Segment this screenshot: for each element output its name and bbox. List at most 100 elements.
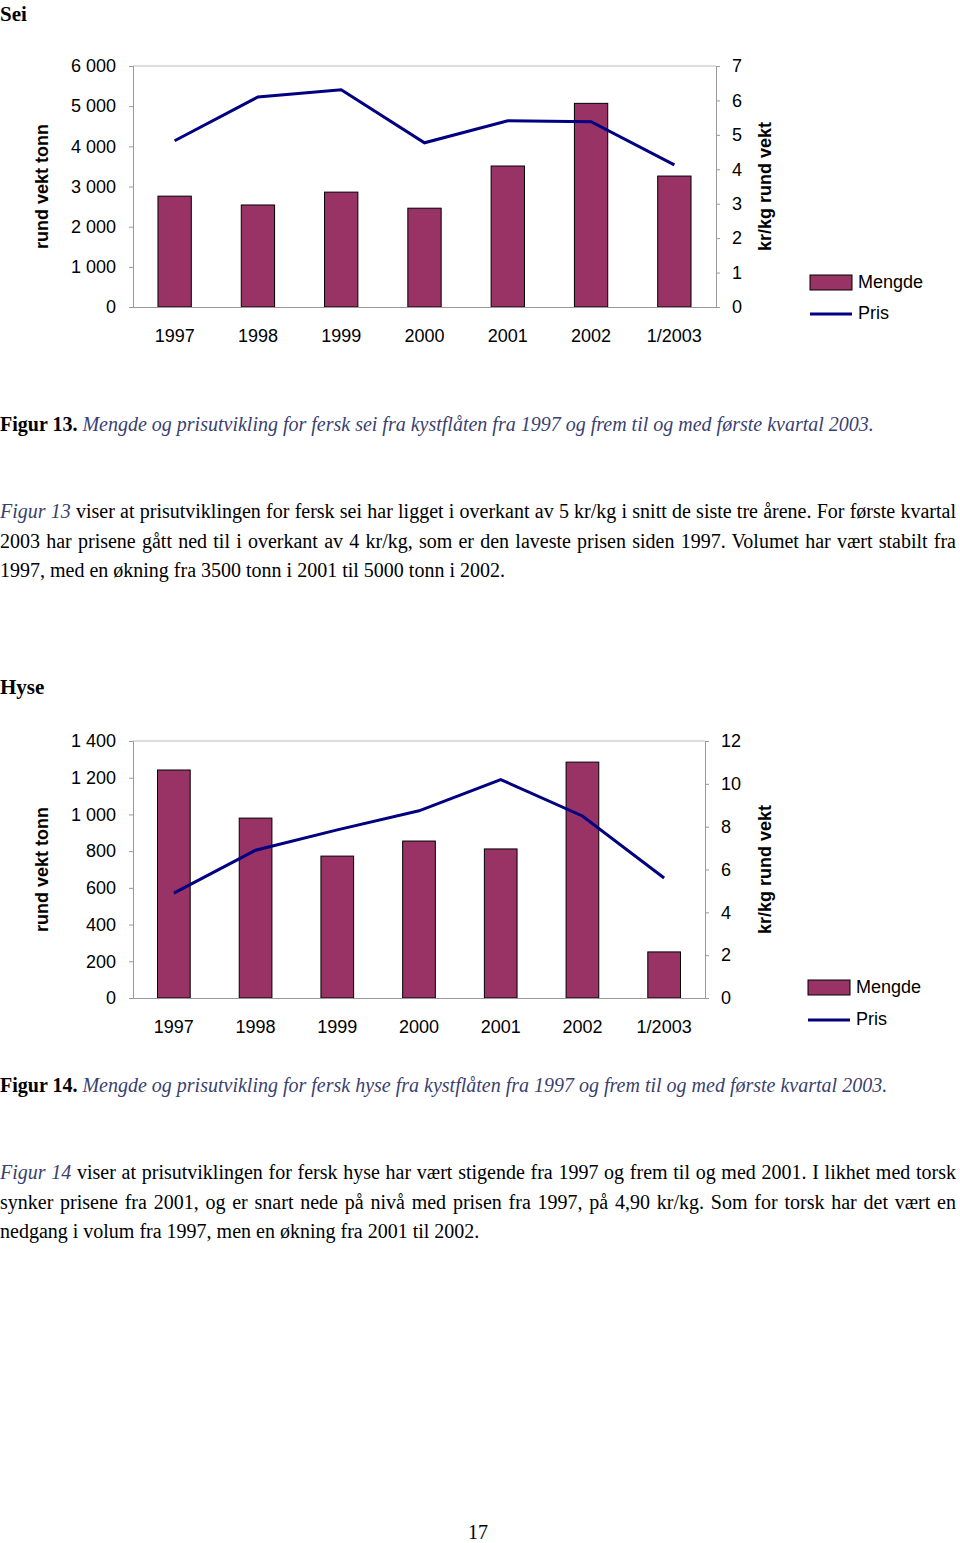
chart: 01 0002 0003 0004 0005 0006 000012345671… xyxy=(32,56,923,346)
tick-label: 800 xyxy=(86,841,116,861)
tick: 2000 xyxy=(404,307,444,346)
tick-label: 1 200 xyxy=(71,768,116,788)
tick: 400 xyxy=(86,915,133,935)
tick-label: 7 xyxy=(732,56,742,76)
chart: 02004006008001 0001 2001 400024681012199… xyxy=(32,731,921,1037)
tick-mark xyxy=(716,204,720,205)
bar xyxy=(658,176,691,307)
tick: 6 xyxy=(705,860,731,880)
tick-label: 200 xyxy=(86,952,116,972)
plot-frame xyxy=(133,66,716,67)
tick-mark xyxy=(129,307,133,308)
tick: 600 xyxy=(86,878,133,898)
tick-mark xyxy=(705,741,709,742)
axis: 01234567 xyxy=(716,56,742,317)
bar xyxy=(403,841,436,998)
tick-label: 2 xyxy=(721,945,731,965)
tick-label: 1/2003 xyxy=(647,326,702,346)
tick-label: 1 xyxy=(732,263,742,283)
legend-label: Mengde xyxy=(858,272,923,292)
axis: 0 1 000 2 000 3 000 4 000 5 000 6 000 xyxy=(71,56,134,317)
bar xyxy=(158,196,191,307)
tick: 3 xyxy=(716,194,742,214)
tick-mark xyxy=(129,187,133,188)
tick-mark xyxy=(129,741,133,742)
bar xyxy=(574,103,607,307)
paragraph-text: viser at prisutviklingen for fersk hyse … xyxy=(0,1161,956,1242)
axis-line xyxy=(134,307,717,308)
bar xyxy=(321,856,354,998)
tick: 3 000 xyxy=(71,177,133,197)
legend-label: Pris xyxy=(858,303,889,323)
figure-caption: Figur 13. Mengde og prisutvikling for fe… xyxy=(0,410,918,440)
tick-label: 5 xyxy=(732,125,742,145)
bar xyxy=(491,166,524,307)
tick-label: 0 xyxy=(732,297,742,317)
tick-label: 1 000 xyxy=(71,805,116,825)
tick: 2002 xyxy=(571,307,611,346)
tick-label: 2001 xyxy=(481,1017,521,1037)
tick-label: 1998 xyxy=(236,1017,276,1037)
tick-label: 0 xyxy=(106,297,116,317)
tick-label: 6 000 xyxy=(71,56,116,76)
tick-mark xyxy=(129,814,133,815)
tick-label: 1998 xyxy=(238,326,278,346)
tick: 1 200 xyxy=(71,768,133,788)
tick: 2001 xyxy=(481,998,521,1037)
caption-text: Mengde og prisutvikling for fersk hyse f… xyxy=(82,1074,887,1096)
tick-label: 1997 xyxy=(155,326,195,346)
tick-label: 10 xyxy=(721,774,741,794)
tick-label: 8 xyxy=(721,817,731,837)
tick: 1997 xyxy=(154,998,194,1037)
tick-label: 6 xyxy=(721,860,731,880)
legend-swatch xyxy=(808,980,850,995)
tick-mark xyxy=(716,100,720,101)
tick: 1998 xyxy=(238,307,278,346)
tick-mark xyxy=(129,888,133,889)
tick-label: 2000 xyxy=(399,1017,439,1037)
axis-title: kr/kg rund vekt xyxy=(755,805,775,934)
tick-label: 1997 xyxy=(154,1017,194,1037)
tick-mark xyxy=(129,961,133,962)
tick-mark xyxy=(716,169,720,170)
legend: Mengde Pris xyxy=(810,272,923,323)
tick: 7 xyxy=(716,56,742,76)
plot-frame xyxy=(133,741,705,742)
bar xyxy=(241,205,274,307)
tick-mark xyxy=(716,135,720,136)
x-axis: 1997199819992000200120021/2003 xyxy=(134,998,706,1037)
legend-swatch xyxy=(808,1019,850,1022)
bar xyxy=(239,818,272,998)
bar xyxy=(648,952,681,998)
caption-text: Mengde og prisutvikling for fersk sei fr… xyxy=(82,413,873,435)
tick: 4 000 xyxy=(71,137,133,157)
tick-mark xyxy=(129,106,133,107)
tick: 1997 xyxy=(155,307,195,346)
legend-label: Mengde xyxy=(856,977,921,997)
marks xyxy=(158,762,681,998)
page-svg: 01 0002 0003 0004 0005 0006 000012345671… xyxy=(0,0,960,1543)
tick-mark xyxy=(705,870,709,871)
tick: 2001 xyxy=(488,307,528,346)
tick: 5 000 xyxy=(71,96,133,116)
tick-mark xyxy=(705,912,709,913)
tick: 2000 xyxy=(399,998,439,1037)
axis-line xyxy=(129,67,134,308)
tick-label: 2002 xyxy=(562,1017,602,1037)
section-heading: Sei xyxy=(0,0,27,30)
paragraph: Figur 14 viser at prisutviklingen for fe… xyxy=(0,1158,956,1247)
paragraph-text: viser at prisutviklingen for fersk sei h… xyxy=(0,500,956,581)
paragraph-lead: Figur 13 xyxy=(0,500,71,522)
tick: 10 xyxy=(705,774,741,794)
tick-label: 600 xyxy=(86,878,116,898)
x-axis: 1997199819992000200120021/2003 xyxy=(134,307,717,346)
tick-label: 2001 xyxy=(488,326,528,346)
tick: 6 000 xyxy=(71,56,133,76)
tick: 800 xyxy=(86,841,133,861)
tick-label: 12 xyxy=(721,731,741,751)
tick-label: 2 000 xyxy=(71,217,116,237)
tick-label: 2 xyxy=(732,228,742,248)
tick: 1 000 xyxy=(71,257,133,277)
tick: 1 000 xyxy=(71,805,133,825)
caption-label: Figur 14. xyxy=(0,1074,77,1096)
